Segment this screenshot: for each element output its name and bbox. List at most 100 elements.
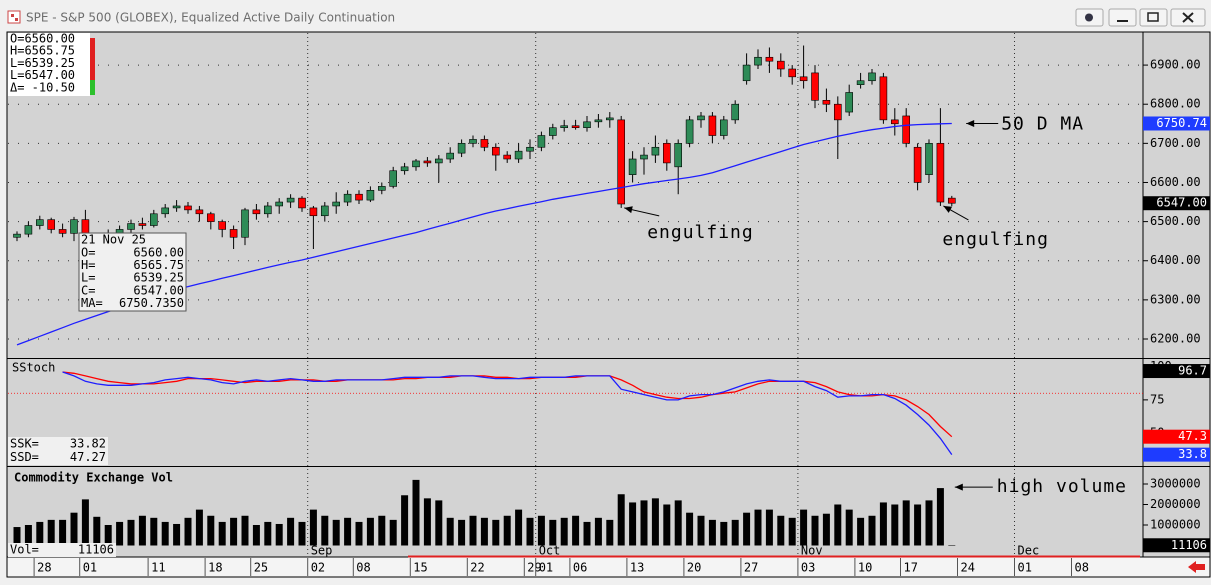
volume-bar (811, 515, 819, 546)
tooltip-value: 6750.7350 (119, 296, 184, 310)
y-tick-label: 6800.00 (1150, 97, 1201, 111)
volume-bar (515, 509, 523, 546)
volume-bar (891, 504, 899, 546)
candle-body (207, 213, 215, 222)
window-title: SPE - S&P 500 (GLOBEX), Equalized Active… (26, 11, 395, 25)
candle-body (811, 72, 819, 101)
volume-bar (914, 504, 922, 546)
restore-button[interactable] (1139, 8, 1168, 27)
last-value-label: 11106 (1171, 538, 1207, 552)
volume-bar (868, 515, 876, 546)
candle-body (925, 143, 933, 175)
volume-bar (526, 517, 534, 546)
volume-bar (503, 515, 511, 546)
volume-bar (640, 500, 648, 546)
last-value-label: 47.3 (1178, 429, 1207, 443)
volume-bar (572, 515, 580, 546)
info-line: L=6539.25 (10, 56, 75, 70)
x-tick-label: 02 (311, 561, 325, 575)
last-value-label: 6750.74 (1156, 116, 1207, 130)
volume-bar (173, 523, 181, 546)
last-value-label: 6547.00 (1156, 196, 1207, 210)
x-tick-label: 01 (1018, 561, 1032, 575)
candle-body (947, 197, 956, 204)
annotation-arrowhead (624, 206, 633, 214)
candle-body (275, 201, 284, 207)
minimize-button[interactable] (1108, 8, 1137, 27)
x-tick-label: 27 (744, 561, 758, 575)
legend-name: SSD= (10, 450, 39, 464)
tooltip-date: 21 Nov 25 (81, 233, 146, 247)
volume-bar (617, 494, 625, 546)
candle-body (184, 205, 192, 211)
x-tick-label: 20 (687, 561, 701, 575)
y-tick-label: 2000000 (1150, 497, 1201, 511)
volume-bar (583, 521, 591, 546)
title-bar (0, 0, 1211, 33)
stoch-line (62, 371, 953, 455)
candle-body (788, 68, 797, 78)
volume-bar (743, 512, 751, 546)
candle-body (640, 154, 648, 160)
readout-value: 11106 (78, 543, 114, 557)
x-tick-label: 01 (83, 561, 97, 575)
annotation: 50 D MA (1001, 113, 1084, 134)
x-tick-label: 11 (151, 561, 165, 575)
candle-body (389, 170, 398, 187)
volume-bar (788, 517, 796, 546)
y-tick-label: 6500.00 (1150, 214, 1201, 228)
volume-bar (378, 515, 386, 546)
y-tick-label: 6300.00 (1150, 292, 1201, 306)
candle-body (127, 223, 135, 230)
candle-body (617, 119, 626, 205)
volume-bar (218, 521, 226, 546)
tooltip-key: O= (81, 246, 95, 260)
candle-body (890, 119, 899, 125)
x-tick-label: 13 (630, 561, 644, 575)
candle-body (605, 117, 614, 121)
volume-bar (332, 519, 340, 546)
candle-body (35, 219, 44, 226)
candle-body (754, 56, 762, 66)
candle-body (423, 160, 432, 164)
volume-bar (298, 521, 306, 546)
scroll-arrow[interactable] (1188, 561, 1205, 573)
x-tick-label: 29 (527, 561, 541, 575)
volume-bar (651, 498, 659, 546)
candle-body (400, 166, 409, 172)
candle-body (845, 92, 854, 113)
candle-body (332, 201, 341, 207)
volume-bar (355, 521, 363, 546)
x-tick-label: 22 (470, 561, 484, 575)
last-value-box (1143, 116, 1210, 131)
restore-icon (1147, 12, 1159, 22)
candle-body (377, 186, 386, 191)
volume-bar (879, 502, 887, 546)
candle-body (320, 205, 329, 217)
candle-body (902, 115, 911, 144)
volume-bar (674, 500, 682, 546)
x-tick-label: 15 (413, 561, 427, 575)
volume-bar (902, 500, 910, 546)
annotation: high volume (997, 476, 1127, 497)
close-icon (1182, 12, 1194, 23)
annotation-arrowhead (954, 483, 963, 491)
volume-bar (252, 524, 260, 546)
candle-body (229, 229, 238, 238)
volume-bar (549, 519, 557, 546)
volume-bar (104, 524, 112, 546)
tooltip-key: L= (81, 271, 95, 285)
volume-bar (708, 519, 716, 546)
legend-name: SSK= (10, 437, 39, 451)
last-value-box (1143, 538, 1210, 553)
volume-bar (492, 519, 500, 546)
candle-body (263, 205, 272, 215)
volume-bar (731, 519, 739, 546)
last-value-box (1143, 447, 1210, 462)
volume-bar (47, 519, 55, 546)
candle-body (412, 160, 420, 168)
annotation-arrowhead (966, 119, 975, 127)
volume-bar (948, 545, 956, 546)
candle-body (343, 193, 352, 203)
x-tick-label: 08 (356, 561, 370, 575)
